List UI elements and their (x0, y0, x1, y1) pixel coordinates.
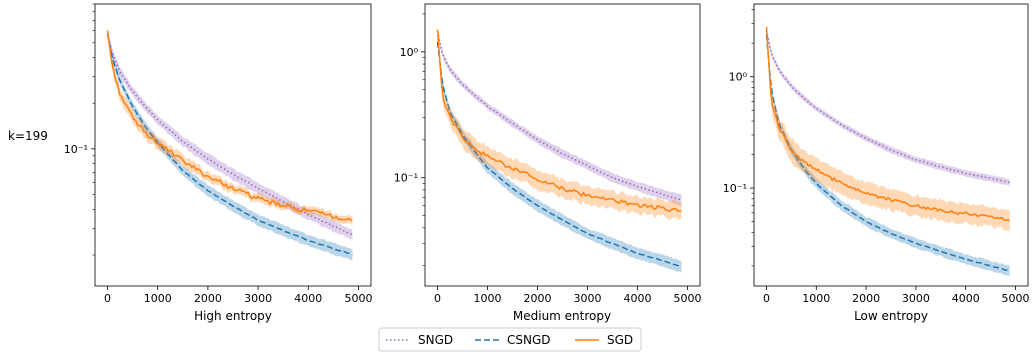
band-sngd (437, 28, 682, 206)
x-tick-label: 1000 (474, 292, 502, 305)
subplot-low-entropy: 0 1000 2000 3000 4000 5000 10⁰ 10⁻¹ Low entropy (723, 3, 1030, 323)
x-tick-label: 3000 (902, 292, 930, 305)
legend-label-sngd: SNGD (418, 333, 453, 347)
x-tick-label: 2000 (524, 292, 552, 305)
series-line-sgd (106, 30, 353, 222)
band-sngd (766, 27, 1010, 187)
subplot-high-entropy: 0 1000 2000 3000 4000 5000 10⁻¹ High entropy (64, 3, 372, 323)
y-tick-label: 10⁻¹ (64, 143, 88, 156)
y-tick-label: 10⁰ (400, 46, 419, 59)
x-tick-label: 0 (763, 292, 770, 305)
x-tick-label: 0 (434, 292, 441, 305)
x-tick-label: 1000 (802, 292, 830, 305)
x-tick-label: 3000 (574, 292, 602, 305)
series-line-sgd (765, 26, 1010, 222)
axes-grid-area: 0 1000 2000 3000 4000 5000 10⁻¹ (64, 3, 372, 305)
legend-label-sgd: SGD (607, 333, 633, 347)
x-tick-label: 2000 (852, 292, 880, 305)
y-tick-label: 10⁻¹ (394, 172, 418, 185)
series-line-csngd (765, 34, 1010, 272)
series-layer (765, 21, 1010, 276)
x-tick-label: 2000 (194, 292, 222, 305)
x-tick-label: 0 (104, 292, 111, 305)
y-tick-label: 10⁰ (729, 71, 748, 84)
series-line-sngd (106, 33, 353, 236)
axes-frame (94, 3, 372, 287)
y-tick-label: 10⁻¹ (723, 182, 747, 195)
x-tick-label: 5000 (1002, 292, 1030, 305)
x-tick-label: 1000 (144, 292, 172, 305)
legend-label-csngd: CSNGD (507, 333, 551, 347)
x-tick-label: 4000 (952, 292, 980, 305)
band-sgd (766, 21, 1010, 232)
axes-frame (753, 3, 1029, 287)
series-layer (436, 24, 682, 273)
series-line-sgd (436, 29, 682, 212)
series-line-sngd (436, 31, 682, 201)
band-csngd (107, 29, 353, 261)
legend-frame (378, 327, 642, 352)
x-tick-label: 5000 (344, 292, 372, 305)
axes-frame (424, 3, 701, 287)
series-line-csngd (106, 33, 353, 256)
x-tick-label: 4000 (624, 292, 652, 305)
subplot-medium-entropy: 0 1000 2000 3000 4000 5000 10⁰ 10⁻¹ Medium entr… (394, 3, 702, 323)
axes-grid-area: 0 1000 2000 3000 4000 5000 10⁰ 10⁻¹ (394, 3, 702, 305)
x-tick-label: 3000 (244, 292, 272, 305)
x-axis-label-medium-entropy: Medium entropy (513, 309, 611, 323)
band-sgd (437, 24, 682, 221)
x-tick-label: 4000 (294, 292, 322, 305)
axes-grid-area: 0 1000 2000 3000 4000 5000 10⁰ 10⁻¹ (723, 3, 1030, 305)
row-label: k=199 (8, 129, 48, 143)
x-axis-label-low-entropy: Low entropy (854, 309, 928, 323)
series-layer (106, 24, 353, 261)
series-line-csngd (436, 41, 682, 268)
x-axis-label-high-entropy: High entropy (194, 309, 272, 323)
legend: SNGD CSNGD SGD (378, 327, 642, 352)
band-sgd (107, 24, 353, 226)
x-tick-label: 5000 (674, 292, 702, 305)
band-sngd (107, 30, 353, 240)
